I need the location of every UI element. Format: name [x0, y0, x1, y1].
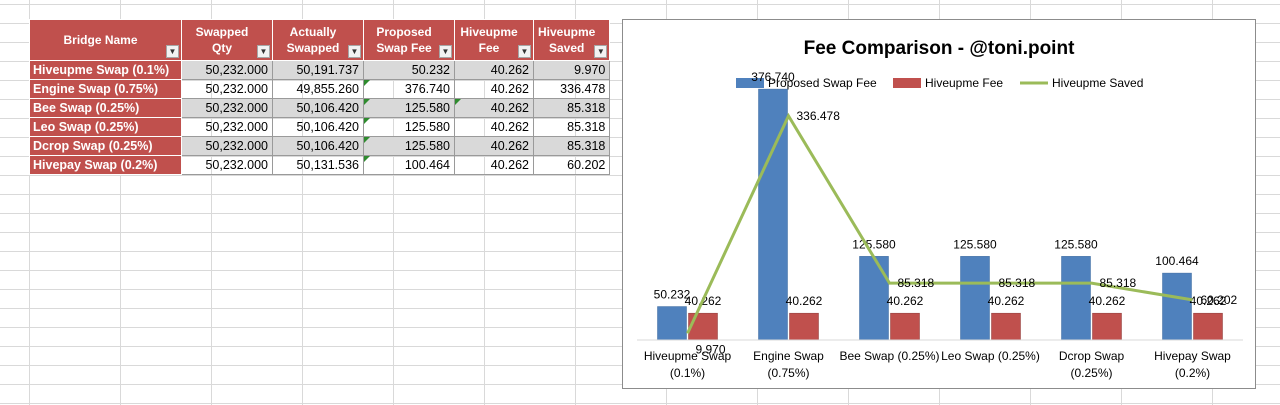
- legend-label: Hiveupme Fee: [925, 76, 1003, 90]
- header-actually-swapped[interactable]: Actually Swapped ▼: [272, 19, 364, 61]
- filter-dropdown-icon[interactable]: ▼: [348, 45, 361, 58]
- filter-dropdown-icon[interactable]: ▼: [439, 45, 452, 58]
- category-label: Hivepay Swap (0.2%): [1154, 349, 1231, 380]
- table-row: Bee Swap (0.25%) 50,232.000 50,106.420 1…: [29, 98, 611, 118]
- bar: [688, 312, 718, 341]
- header-bridge-name[interactable]: Bridge Name ▼: [29, 19, 182, 61]
- cell-actually-swapped[interactable]: 50,131.536: [272, 155, 364, 175]
- cell-swapped-qty[interactable]: 50,232.000: [181, 136, 273, 156]
- category-label: Dcrop Swap (0.25%): [1059, 349, 1125, 380]
- cell-actually-swapped[interactable]: 50,106.420: [272, 98, 364, 118]
- table-row: Leo Swap (0.25%) 50,232.000 50,106.420 1…: [29, 117, 611, 137]
- data-label: 125.580: [852, 237, 896, 251]
- chart-canvas: Fee Comparison - @toni.point Proposed Sw…: [637, 38, 1243, 380]
- filter-dropdown-icon[interactable]: ▼: [518, 45, 531, 58]
- data-label: 125.580: [1054, 237, 1098, 251]
- cell-bridge-name[interactable]: Dcrop Swap (0.25%): [29, 136, 182, 156]
- cell-hiveupme-fee[interactable]: 40.262: [454, 98, 534, 118]
- cell-actually-swapped[interactable]: 49,855.260: [272, 79, 364, 99]
- header-hiveupme-saved[interactable]: Hiveupme Saved ▼: [532, 19, 611, 61]
- cell-bridge-name[interactable]: Leo Swap (0.25%): [29, 117, 182, 137]
- cell-actually-swapped[interactable]: 50,106.420: [272, 136, 364, 156]
- bar: [657, 306, 687, 341]
- data-label: 50.232: [654, 288, 691, 302]
- data-label: 376.740: [751, 70, 795, 84]
- category-label: Hiveupme Swap (0.1%): [644, 349, 732, 380]
- filter-dropdown-icon[interactable]: ▼: [166, 45, 179, 58]
- cell-proposed-fee[interactable]: 125.580: [363, 98, 455, 118]
- data-label: 100.464: [1155, 254, 1199, 268]
- cell-bridge-name[interactable]: Bee Swap (0.25%): [29, 98, 182, 118]
- legend-label: Hiveupme Saved: [1052, 76, 1143, 90]
- fee-comparison-chart[interactable]: Fee Comparison - @toni.point Proposed Sw…: [622, 19, 1256, 389]
- cell-hiveupme-fee[interactable]: 40.262: [454, 136, 534, 156]
- cell-swapped-qty[interactable]: 50,232.000: [181, 155, 273, 175]
- data-label: 125.580: [953, 237, 997, 251]
- cell-hiveupme-saved[interactable]: 9.970: [532, 60, 611, 80]
- cell-hiveupme-fee[interactable]: 40.262: [454, 79, 534, 99]
- cell-swapped-qty[interactable]: 50,232.000: [181, 117, 273, 137]
- cell-swapped-qty[interactable]: 50,232.000: [181, 60, 273, 80]
- data-label: 40.262: [887, 294, 924, 308]
- cell-actually-swapped[interactable]: 50,106.420: [272, 117, 364, 137]
- cell-hiveupme-saved[interactable]: 60.202: [532, 155, 611, 175]
- header-swapped-qty[interactable]: Swapped Qty ▼: [181, 19, 273, 61]
- cell-proposed-fee[interactable]: 100.464: [363, 155, 455, 175]
- cell-swapped-qty[interactable]: 50,232.000: [181, 79, 273, 99]
- cell-hiveupme-fee[interactable]: 40.262: [454, 60, 534, 80]
- data-label: 40.262: [1190, 294, 1227, 308]
- bar: [1193, 312, 1223, 341]
- chart-title: Fee Comparison - @toni.point: [804, 38, 1075, 59]
- category-label: Engine Swap (0.75%): [753, 349, 824, 380]
- cell-bridge-name[interactable]: Hivepay Swap (0.2%): [29, 155, 182, 175]
- data-label: 60.202: [1201, 293, 1238, 307]
- table-row: Hivepay Swap (0.2%) 50,232.000 50,131.53…: [29, 155, 611, 175]
- data-label: 40.262: [1089, 294, 1126, 308]
- bar: [789, 312, 819, 341]
- series-line: [686, 112, 1193, 334]
- cell-hiveupme-fee[interactable]: 40.262: [454, 117, 534, 137]
- cell-hiveupme-saved[interactable]: 85.318: [532, 98, 611, 118]
- bar: [960, 256, 990, 341]
- filter-dropdown-icon[interactable]: ▼: [594, 45, 608, 58]
- bar: [859, 256, 889, 341]
- bar: [991, 312, 1021, 341]
- cell-proposed-fee[interactable]: 125.580: [363, 136, 455, 156]
- table-row: Hiveupme Swap (0.1%) 50,232.000 50,191.7…: [29, 60, 611, 80]
- data-label: 40.262: [988, 294, 1025, 308]
- data-label: 85.318: [1100, 276, 1137, 290]
- filter-dropdown-icon[interactable]: ▼: [257, 45, 270, 58]
- cell-hiveupme-saved[interactable]: 85.318: [532, 136, 611, 156]
- cell-proposed-fee[interactable]: 50.232: [363, 60, 455, 80]
- data-label: 85.318: [999, 276, 1036, 290]
- fee-data-table: Bridge Name ▼ Swapped Qty ▼ Actually Swapp…: [29, 19, 611, 175]
- cell-swapped-qty[interactable]: 50,232.000: [181, 98, 273, 118]
- legend-swatch: [893, 78, 921, 88]
- bar: [1092, 312, 1122, 341]
- data-label: 40.262: [786, 294, 823, 308]
- bar: [1162, 272, 1192, 341]
- category-label: Leo Swap (0.25%): [941, 349, 1040, 363]
- cell-bridge-name[interactable]: Engine Swap (0.75%): [29, 79, 182, 99]
- table-row: Engine Swap (0.75%) 50,232.000 49,855.26…: [29, 79, 611, 99]
- legend-label: Proposed Swap Fee: [768, 76, 877, 90]
- cell-proposed-fee[interactable]: 125.580: [363, 117, 455, 137]
- data-label: 9.970: [696, 342, 726, 356]
- legend-swatch: [736, 78, 764, 88]
- header-hiveupme-fee[interactable]: Hiveupme Fee ▼: [454, 19, 534, 61]
- cell-hiveupme-saved[interactable]: 336.478: [532, 79, 611, 99]
- cell-proposed-fee[interactable]: 376.740: [363, 79, 455, 99]
- data-label: 85.318: [898, 276, 935, 290]
- cell-hiveupme-saved[interactable]: 85.318: [532, 117, 611, 137]
- cell-hiveupme-fee[interactable]: 40.262: [454, 155, 534, 175]
- data-label: 336.478: [797, 109, 841, 123]
- cell-bridge-name[interactable]: Hiveupme Swap (0.1%): [29, 60, 182, 80]
- cell-actually-swapped[interactable]: 50,191.737: [272, 60, 364, 80]
- header-proposed-swap-fee[interactable]: Proposed Swap Fee ▼: [363, 19, 455, 61]
- table-row: Dcrop Swap (0.25%) 50,232.000 50,106.420…: [29, 136, 611, 156]
- bar: [890, 312, 920, 341]
- category-label: Bee Swap (0.25%): [839, 349, 939, 363]
- table-header-row: Bridge Name ▼ Swapped Qty ▼ Actually Swapp…: [29, 19, 611, 61]
- bar: [1061, 256, 1091, 341]
